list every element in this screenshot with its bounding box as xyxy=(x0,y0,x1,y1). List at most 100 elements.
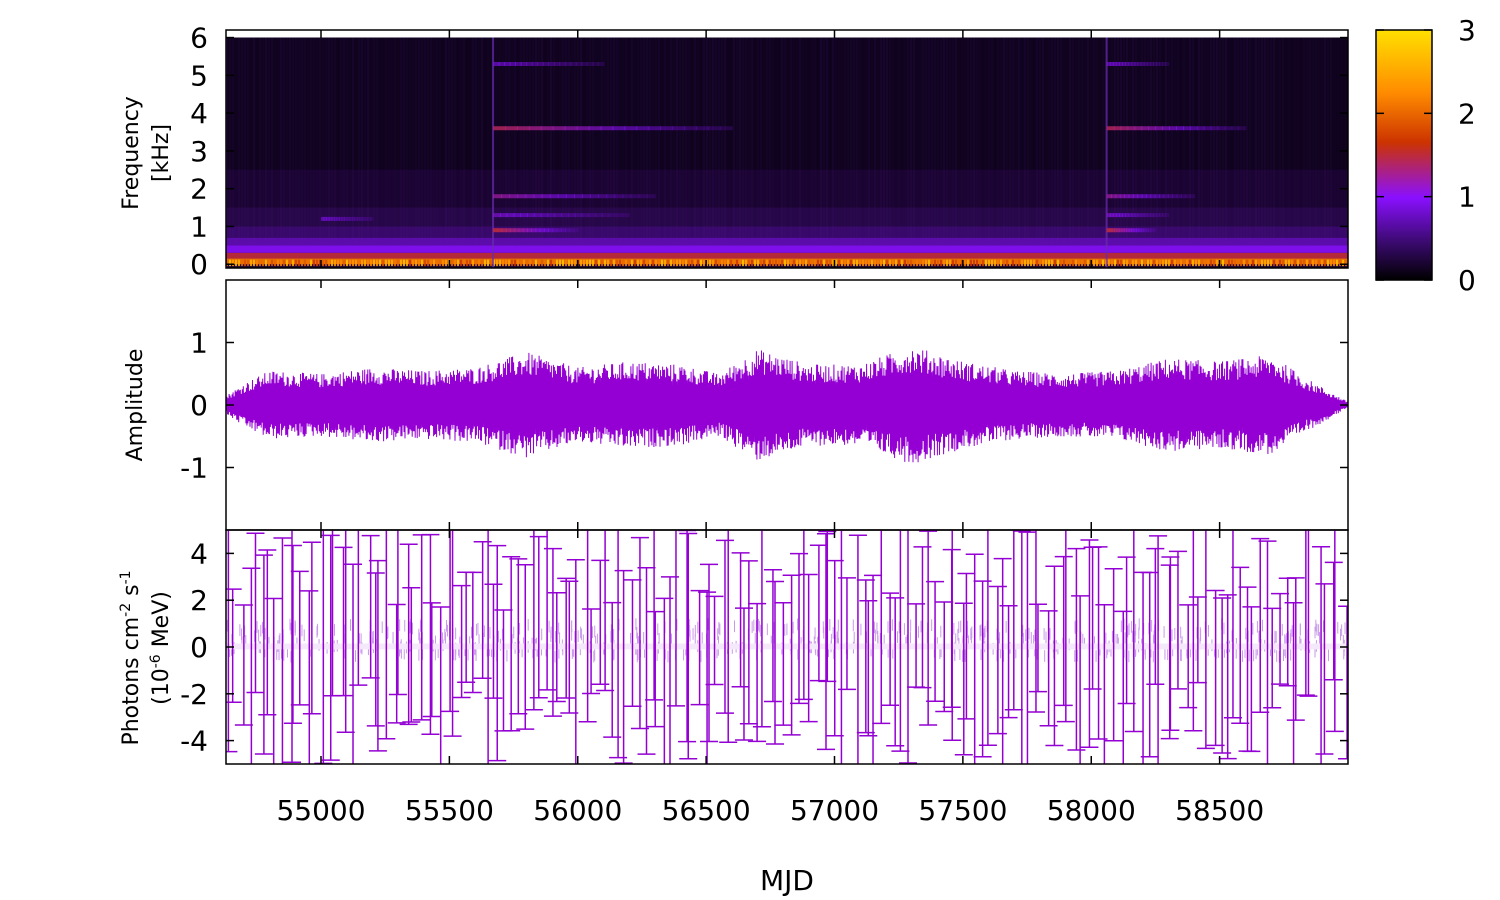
spectrogram-low-streak xyxy=(691,259,693,267)
spectrogram-streak xyxy=(772,38,774,242)
spectrogram-streak xyxy=(904,38,906,242)
spectrogram-harmonic xyxy=(1172,194,1178,199)
spectrogram-streak xyxy=(754,38,756,242)
spectrogram-streak xyxy=(631,37,633,242)
spectrogram-low-streak xyxy=(1231,259,1233,267)
spectrogram-streak xyxy=(766,37,768,242)
spectrogram-low-streak xyxy=(1336,259,1338,267)
spectrogram-harmonic xyxy=(514,228,520,233)
spectrogram-streak xyxy=(955,37,957,242)
spectrogram-band xyxy=(226,226,1348,238)
spectrogram-frame xyxy=(225,29,1349,269)
spectrogram-low-streak xyxy=(499,259,501,267)
spectrogram-streak xyxy=(361,37,363,242)
spectrogram-band xyxy=(226,252,1348,259)
spectrogram-harmonic xyxy=(614,194,624,199)
spectrogram-streak xyxy=(1135,37,1137,242)
spectrogram-streak xyxy=(259,37,261,242)
spectrogram-low-streak xyxy=(310,259,312,267)
spectrogram-low-streak xyxy=(892,259,894,267)
spectrogram-harmonic xyxy=(581,62,588,66)
spectrogram-harmonic xyxy=(646,194,656,199)
spectrogram-harmonic xyxy=(493,62,500,66)
spectrogram-streak xyxy=(319,37,321,242)
spectrogram-harmonic xyxy=(542,62,550,66)
spectrogram-low-streak xyxy=(1132,259,1134,267)
spectrogram-streak xyxy=(1249,37,1251,242)
spectrogram-low-streak xyxy=(877,259,879,267)
spectrogram-harmonic xyxy=(595,213,603,218)
spectrogram-streak xyxy=(1339,38,1341,242)
spectrogram-harmonic xyxy=(509,228,516,233)
spectrogram-low-streak xyxy=(799,259,801,267)
spectrogram-low-streak xyxy=(235,259,237,267)
spectrogram-streak xyxy=(577,37,579,242)
spectrogram-low-streak xyxy=(325,259,327,267)
spectrogram-band xyxy=(226,207,1348,227)
spectrogram-streak xyxy=(535,37,537,242)
spectrogram-harmonic xyxy=(564,62,572,66)
spectrogram-low-streak xyxy=(1273,259,1275,267)
spectrogram-streak xyxy=(520,37,522,242)
spectrogram-harmonic xyxy=(537,62,544,66)
spectrogram-streak xyxy=(400,37,402,242)
spectrogram-harmonic xyxy=(498,62,506,66)
spectrogram-harmonic xyxy=(531,62,539,66)
spectrogram-harmonic xyxy=(592,62,599,66)
spectrogram-low-streak xyxy=(355,259,357,267)
spectrogram-streak xyxy=(472,37,474,242)
spectrogram-harmonic xyxy=(513,213,522,218)
spectrogram-streak xyxy=(1063,38,1065,242)
spectrogram-harmonic xyxy=(1115,62,1120,66)
spectrogram-low-streak xyxy=(508,259,510,267)
spectrogram-low-streak xyxy=(349,259,351,267)
spectrogram-streak xyxy=(448,37,450,242)
spectrogram-low-streak xyxy=(262,259,264,267)
spectrogram-harmonic xyxy=(1155,126,1164,131)
spectrogram-low-streak xyxy=(679,259,681,267)
spectrogram-streak xyxy=(787,38,789,242)
spectrogram-low-streak xyxy=(1081,259,1083,267)
spectrogram-streak xyxy=(1219,37,1221,242)
spectrogram-harmonic xyxy=(1185,194,1191,199)
spectrogram-harmonic xyxy=(344,216,348,221)
spectrogram-harmonic xyxy=(1109,228,1113,233)
spectrogram-harmonic xyxy=(569,228,575,233)
spectrogram-streak xyxy=(910,37,912,242)
spectrogram-low-streak xyxy=(976,259,978,267)
spectrogram-streak xyxy=(1075,38,1077,242)
spectrogram-low-streak xyxy=(1201,259,1203,267)
spectrogram-low-streak xyxy=(382,259,384,267)
spectrogram-harmonic xyxy=(1137,62,1142,66)
spectrogram-streak xyxy=(937,37,939,242)
spectrogram-harmonic xyxy=(359,216,364,221)
spectrogram-low-streak xyxy=(1225,259,1227,267)
spectrogram-low-streak xyxy=(259,259,261,267)
spectrogram-streak xyxy=(367,37,369,242)
spectrogram-low-streak xyxy=(439,259,441,267)
spectrogram-harmonic xyxy=(565,194,575,199)
spectrogram-low-streak xyxy=(841,259,843,267)
spectrogram-streak xyxy=(694,37,696,242)
spectrogram-harmonic xyxy=(1106,213,1111,218)
spectrogram-harmonic xyxy=(1134,62,1139,66)
spectrogram-streak xyxy=(421,37,423,242)
spectrogram-streak xyxy=(979,37,981,242)
spectrogram-low-streak xyxy=(397,259,399,267)
spectrogram-low-streak xyxy=(763,259,765,267)
spectrogram-y-tick-label: 2 xyxy=(190,173,208,206)
spectrogram-harmonic xyxy=(1128,228,1133,233)
spectrogram-low-streak xyxy=(1216,259,1218,267)
spectrogram-low-streak xyxy=(1339,259,1341,267)
amplitude-y-label: Amplitude xyxy=(123,349,148,462)
x-axis-label: MJD xyxy=(760,864,814,897)
spectrogram-harmonic xyxy=(548,228,554,233)
spectrogram-low-streak xyxy=(1072,259,1074,267)
spectrogram-low-streak xyxy=(625,259,627,267)
spectrogram-low-streak xyxy=(946,259,948,267)
spectrogram-harmonic xyxy=(1137,213,1142,218)
spectrogram-streak xyxy=(1330,37,1332,242)
spectrogram-low-streak xyxy=(364,259,366,267)
spectrogram-low-streak xyxy=(1096,259,1098,267)
spectrogram-low-streak xyxy=(709,259,711,267)
